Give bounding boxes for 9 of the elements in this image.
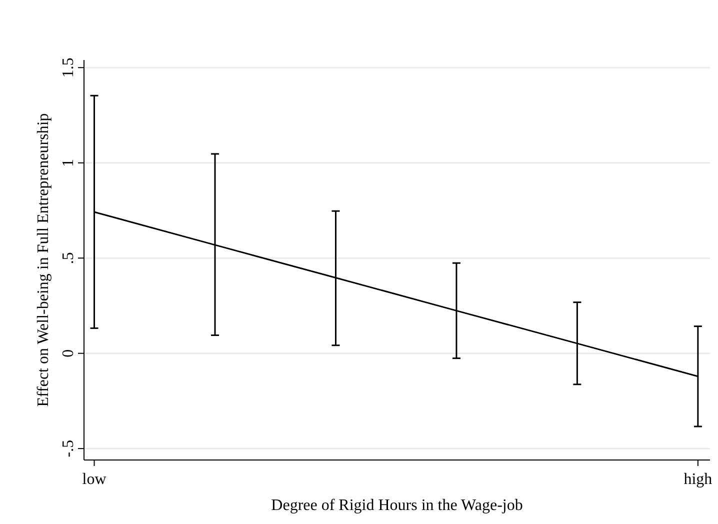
y-axis-title: Effect on Well-being in Full Entrepreneurship: [35, 113, 52, 407]
x-tick-label: high: [684, 471, 712, 488]
y-tick-label: 1.5: [60, 58, 77, 78]
y-tick-label: 0: [60, 349, 77, 358]
x-axis-title: Degree of Rigid Hours in the Wage-job: [271, 497, 523, 514]
y-tick-label: 1: [60, 158, 77, 167]
y-tick-label: -.5: [60, 440, 77, 458]
y-tick-label: .5: [60, 252, 77, 264]
x-tick-label: low: [82, 471, 107, 488]
